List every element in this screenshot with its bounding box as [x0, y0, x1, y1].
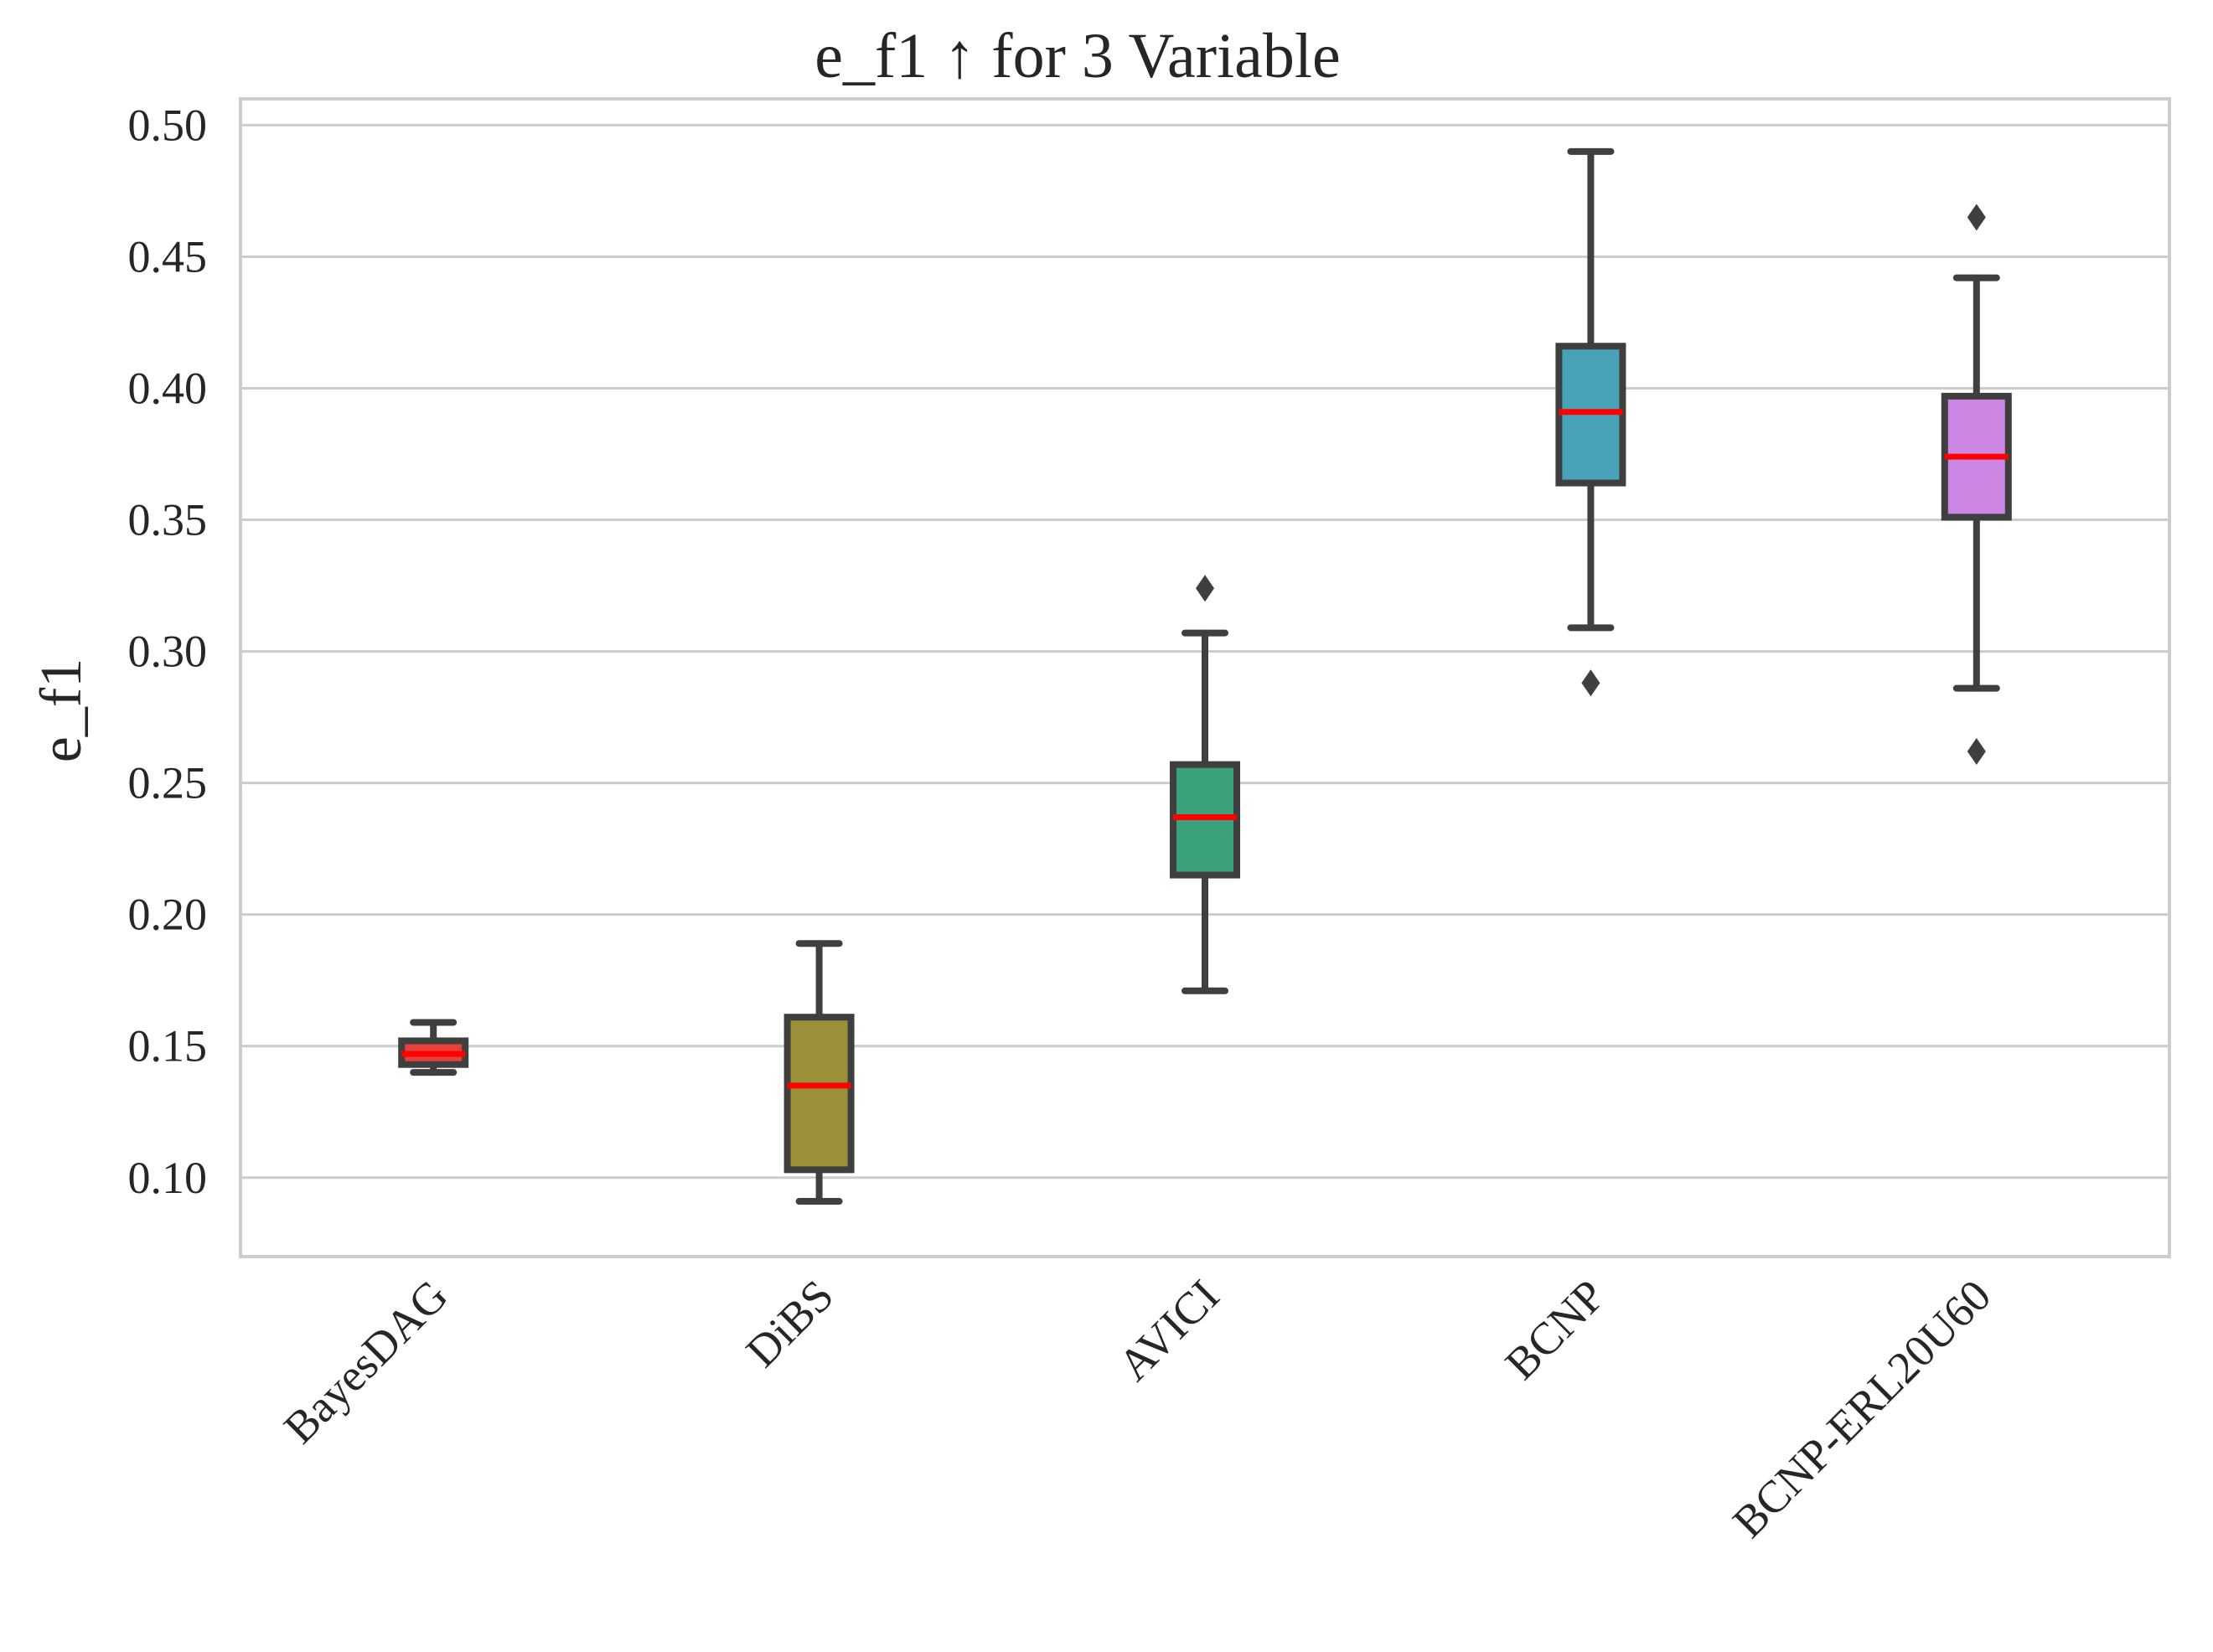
box-bcnp-erl20u60	[1941, 204, 2012, 765]
y-tick-label: 0.40	[128, 364, 208, 414]
y-tick-label: 0.25	[128, 758, 208, 808]
boxes	[398, 147, 2012, 1205]
plot-frame	[239, 97, 2171, 1258]
x-tick-label: AVICI	[1109, 1270, 1229, 1391]
y-axis-label: e_f1	[29, 658, 94, 762]
outlier-point	[1581, 669, 1600, 697]
box-avici	[1170, 575, 1240, 994]
x-tick-label: BayesDAG	[274, 1270, 457, 1453]
y-tick-label: 0.20	[128, 890, 208, 940]
y-tick-label: 0.35	[128, 495, 208, 545]
interquartile-box	[783, 1014, 855, 1174]
box-bcnp	[1555, 147, 1626, 697]
chart-title: e_f1 ↑ for 3 Variable	[814, 21, 1340, 91]
y-tick-label: 0.15	[128, 1021, 208, 1071]
outlier-point	[1967, 737, 1986, 765]
y-tick-label: 0.30	[128, 627, 208, 677]
x-tick-label: BCNP-ERL20U60	[1723, 1270, 2000, 1547]
box-bayesdag	[398, 1019, 469, 1076]
box-dibs	[783, 940, 855, 1205]
outlier-point	[1196, 575, 1214, 602]
x-tick-label: BCNP	[1496, 1270, 1615, 1389]
y-tick-labels: 0.10 0.15 0.20 0.25 0.30 0.35 0.40 0.45 0.50	[128, 100, 208, 1202]
y-tick-label: 0.45	[128, 231, 208, 281]
x-tick-label: DiBS	[737, 1270, 843, 1376]
y-tick-label: 0.50	[128, 100, 208, 150]
y-tick-label: 0.10	[128, 1153, 208, 1203]
outlier-point	[1967, 204, 1986, 231]
x-tick-labels: BayesDAG DiBS AVICI BCNP BCNP-ERL20U60	[274, 1270, 2000, 1547]
